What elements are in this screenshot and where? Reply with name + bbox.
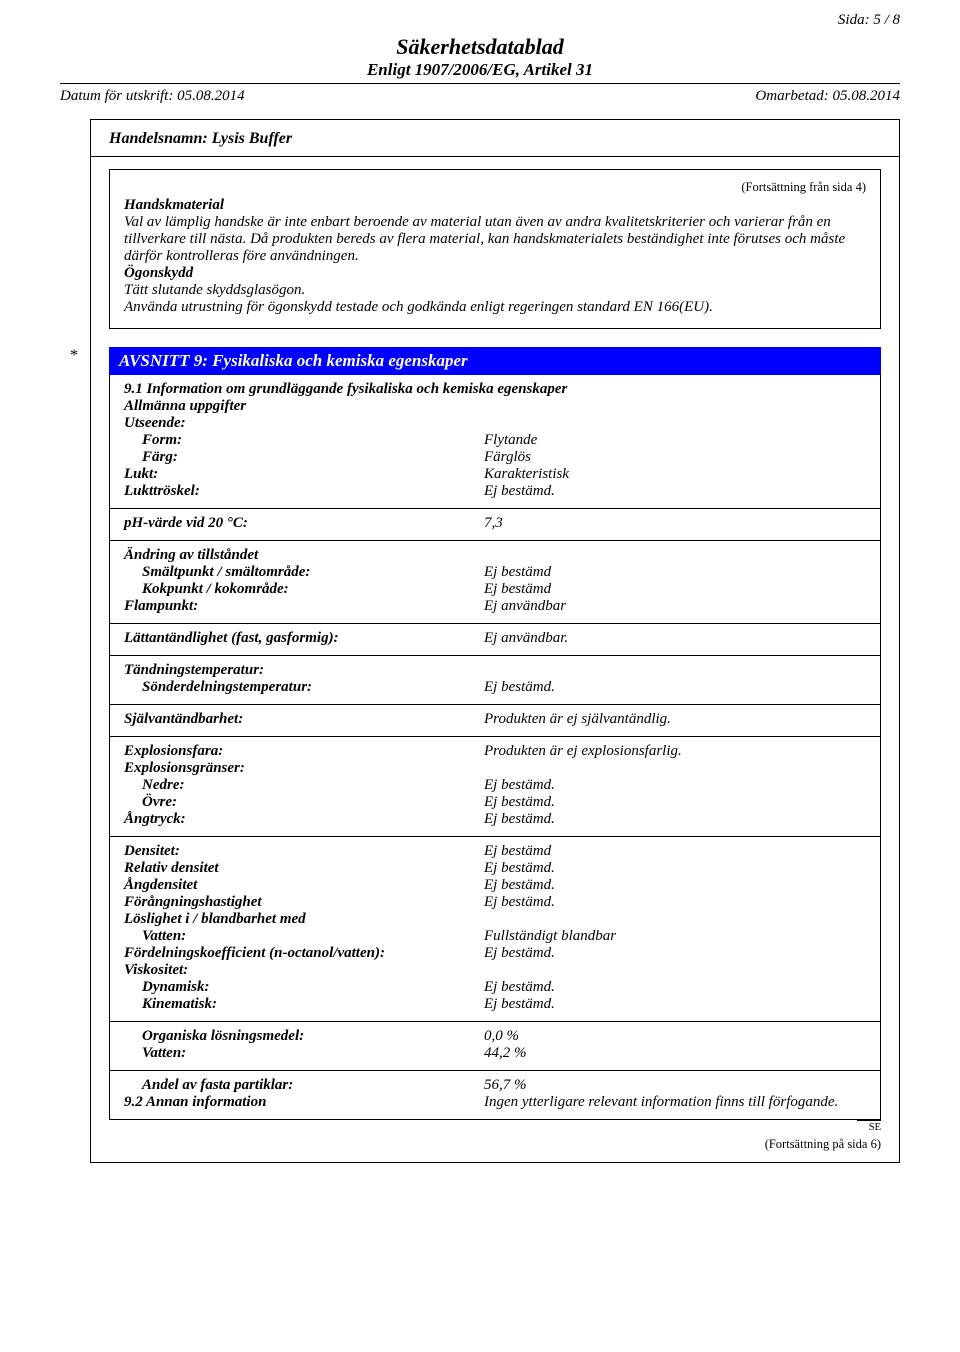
odor-threshold-value: Ej bestämd. <box>484 483 866 500</box>
decomposition-value: Ej bestämd. <box>484 679 866 696</box>
boiling-label: Kokpunkt / kokområde: <box>124 581 484 598</box>
upper-limit-value: Ej bestämd. <box>484 794 866 811</box>
partition-label: Fördelningskoefficient (n-octanol/vatten… <box>124 945 484 962</box>
language-mark: SE <box>857 1120 881 1133</box>
relative-density-label: Relativ densitet <box>124 860 484 877</box>
solid-content-value: 56,7 % <box>484 1077 866 1094</box>
dynamic-viscosity-label: Dynamisk: <box>124 979 484 996</box>
form-value: Flytande <box>484 432 866 449</box>
explosion-hazard-label: Explosionsfara: <box>124 743 484 760</box>
eye-protection-text2: Använda utrustning för ögonskydd testade… <box>124 299 866 316</box>
explosion-hazard-value: Produkten är ej explosionsfarlig. <box>484 743 866 760</box>
heading-9-2: 9.2 Annan information <box>124 1094 484 1111</box>
doc-title: Säkerhetsdatablad <box>60 34 900 60</box>
ph-label: pH-värde vid 20 °C: <box>124 515 484 532</box>
other-info-value: Ingen ytterligare relevant information f… <box>484 1094 866 1111</box>
appearance-label: Utseende: <box>124 415 484 432</box>
outer-frame: Handelsnamn: Lysis Buffer (Fortsättning … <box>90 119 900 1163</box>
odor-threshold-label: Lukttröskel: <box>124 483 484 500</box>
ignition-temp-label: Tändningstemperatur: <box>124 662 484 679</box>
hand-material-label: Handskmaterial <box>124 197 866 214</box>
kinematic-viscosity-value: Ej bestämd. <box>484 996 866 1013</box>
relative-density-value: Ej bestämd. <box>484 860 866 877</box>
decomposition-label: Sönderdelningstemperatur: <box>124 679 484 696</box>
vapor-pressure-value: Ej bestämd. <box>484 811 866 828</box>
odor-value: Karakteristisk <box>484 466 866 483</box>
dynamic-viscosity-value: Ej bestämd. <box>484 979 866 996</box>
flammability-value: Ej användbar. <box>484 630 866 647</box>
ph-value: 7,3 <box>484 515 866 532</box>
selfignition-value: Produkten är ej självantändlig. <box>484 711 866 728</box>
print-date: Datum för utskrift: 05.08.2014 <box>60 88 245 105</box>
density-value: Ej bestämd <box>484 843 866 860</box>
evaporation-value: Ej bestämd. <box>484 894 866 911</box>
continuation-next: (Fortsättning på sida 6) <box>91 1137 881 1152</box>
flammability-label: Lättantändlighet (fast, gasformig): <box>124 630 484 647</box>
selfignition-label: Självantändbarhet: <box>124 711 484 728</box>
flashpoint-value: Ej användbar <box>484 598 866 615</box>
kinematic-viscosity-label: Kinematisk: <box>124 996 484 1013</box>
hand-material-text: Val av lämplig handske är inte enbart be… <box>124 214 866 265</box>
melting-value: Ej bestämd <box>484 564 866 581</box>
section-9-header: AVSNITT 9: Fysikaliska och kemiska egens… <box>109 347 881 375</box>
general-info-label: Allmänna uppgifter <box>124 398 866 415</box>
form-label: Form: <box>124 432 484 449</box>
lower-limit-label: Nedre: <box>124 777 484 794</box>
explosion-limits-label: Explosionsgränser: <box>124 760 484 777</box>
viscosity-label: Viskositet: <box>124 962 484 979</box>
eye-protection-text1: Tätt slutande skyddsglasögon. <box>124 282 866 299</box>
page-number: Sida: 5 / 8 <box>838 12 900 29</box>
evaporation-label: Förångningshastighet <box>124 894 484 911</box>
section-8-box: (Fortsättning från sida 4) Handskmateria… <box>109 169 881 329</box>
color-label: Färg: <box>124 449 484 466</box>
tradename: Handelsnamn: Lysis Buffer <box>91 130 899 157</box>
state-change-label: Ändring av tillståndet <box>124 547 484 564</box>
flashpoint-label: Flampunkt: <box>124 598 484 615</box>
heading-9-1: 9.1 Information om grundläggande fysikal… <box>124 381 866 398</box>
solid-content-label: Andel av fasta partiklar: <box>124 1077 484 1094</box>
organic-solvents-label: Organiska lösningsmedel: <box>124 1028 484 1045</box>
doc-subtitle: Enligt 1907/2006/EG, Artikel 31 <box>60 60 900 84</box>
vapor-density-value: Ej bestämd. <box>484 877 866 894</box>
section-9-box: 9.1 Information om grundläggande fysikal… <box>109 375 881 1120</box>
boiling-value: Ej bestämd <box>484 581 866 598</box>
partition-value: Ej bestämd. <box>484 945 866 962</box>
water-content-label: Vatten: <box>124 1045 484 1062</box>
color-value: Färglös <box>484 449 866 466</box>
melting-label: Smältpunkt / smältområde: <box>124 564 484 581</box>
organic-solvents-value: 0,0 % <box>484 1028 866 1045</box>
revised-date: Omarbetad: 05.08.2014 <box>755 88 900 105</box>
lower-limit-value: Ej bestämd. <box>484 777 866 794</box>
water-solubility-value: Fullständigt blandbar <box>484 928 866 945</box>
continuation-from: (Fortsättning från sida 4) <box>124 180 866 195</box>
water-content-value: 44,2 % <box>484 1045 866 1062</box>
change-marker: * <box>70 347 78 365</box>
density-label: Densitet: <box>124 843 484 860</box>
upper-limit-label: Övre: <box>124 794 484 811</box>
odor-label: Lukt: <box>124 466 484 483</box>
vapor-density-label: Ångdensitet <box>124 877 484 894</box>
eye-protection-label: Ögonskydd <box>124 265 866 282</box>
water-solubility-label: Vatten: <box>124 928 484 945</box>
vapor-pressure-label: Ångtryck: <box>124 811 484 828</box>
solubility-label: Löslighet i / blandbarhet med <box>124 911 484 928</box>
